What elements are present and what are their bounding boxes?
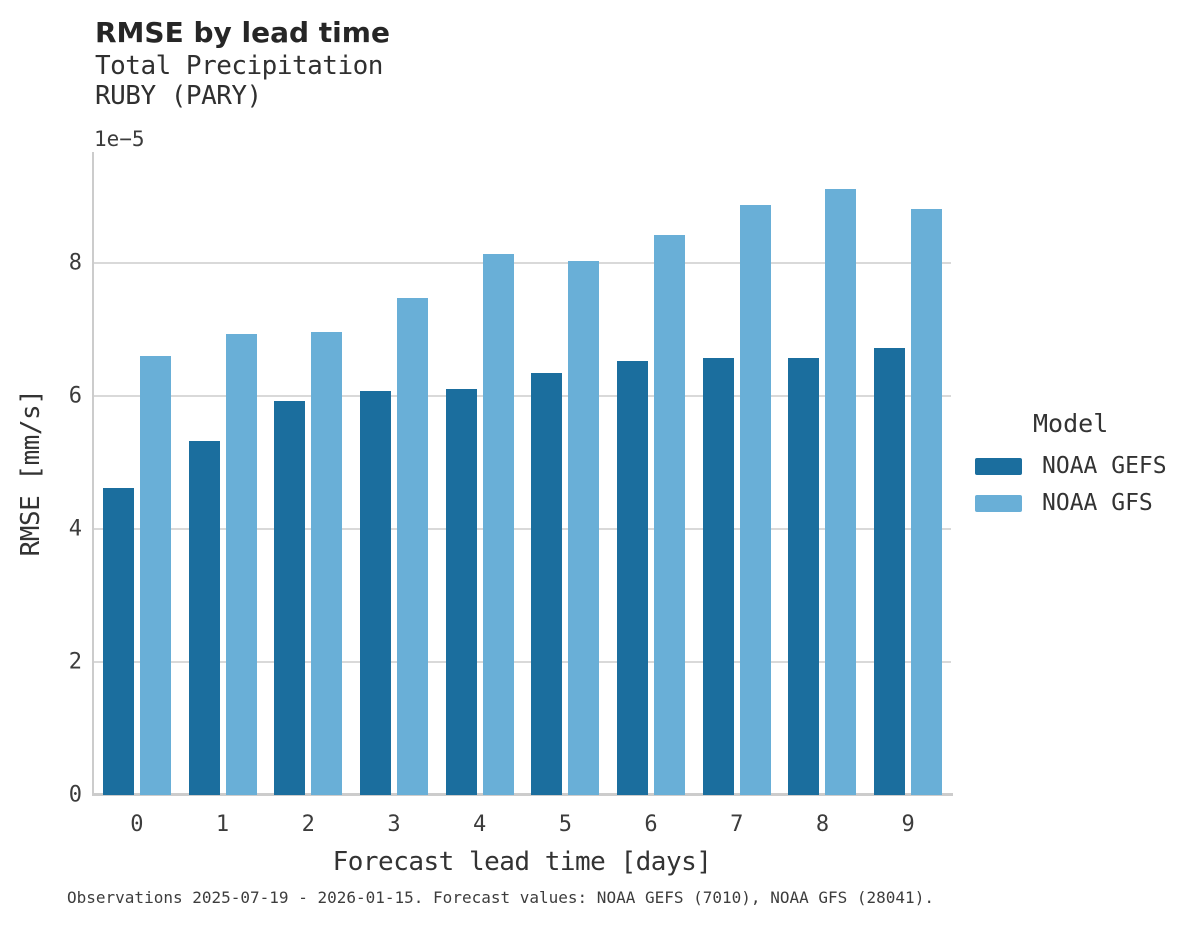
legend-swatch	[975, 457, 1022, 475]
x-tick-label: 2	[301, 812, 315, 837]
x-tick-label: 4	[473, 812, 487, 837]
bar-noaa-gfs-lead-5	[568, 261, 600, 795]
y-tick-label: 2	[68, 649, 82, 675]
x-tick-label: 6	[644, 812, 658, 837]
legend-title: Model	[1033, 409, 1109, 438]
plot-area	[94, 152, 951, 795]
bar-noaa-gefs-lead-8	[788, 358, 820, 795]
y-tick-label: 0	[68, 782, 82, 808]
y-tick-label: 6	[68, 383, 82, 409]
bar-noaa-gfs-lead-6	[654, 235, 686, 795]
bar-noaa-gfs-lead-9	[911, 209, 943, 795]
bar-noaa-gefs-lead-7	[702, 358, 734, 795]
y-tick-label: 8	[68, 250, 82, 276]
gridline-y-4	[94, 528, 951, 531]
bar-noaa-gefs-lead-2	[274, 400, 306, 795]
chart-title: RMSE by lead time	[95, 16, 390, 49]
bar-noaa-gefs-lead-4	[445, 388, 477, 795]
legend-swatch	[975, 494, 1022, 512]
chart-caption: Observations 2025-07-19 - 2026-01-15. Fo…	[67, 888, 934, 907]
gridline-y-6	[94, 395, 951, 398]
x-tick-labels: 0 1 2 3 4 5 6 7 8 9	[94, 812, 951, 842]
x-axis-spine	[92, 793, 953, 796]
bar-noaa-gfs-lead-0	[139, 356, 171, 795]
y-axis-title: RMSE [mm/s]	[16, 389, 46, 557]
bar-noaa-gefs-lead-6	[617, 360, 649, 795]
bar-noaa-gefs-lead-0	[102, 488, 134, 795]
bar-noaa-gefs-lead-1	[188, 440, 220, 795]
legend-entry-noaa-gefs: NOAA GEFS	[975, 453, 1167, 479]
bar-noaa-gfs-lead-4	[482, 254, 514, 795]
bar-noaa-gefs-lead-3	[359, 390, 391, 795]
y-tick-labels: 0 2 4 6 8	[30, 152, 82, 808]
x-tick-label: 9	[901, 812, 915, 837]
x-axis-title: Forecast lead time [days]	[332, 847, 712, 877]
bar-noaa-gefs-lead-9	[874, 348, 906, 795]
bar-noaa-gfs-lead-2	[311, 332, 343, 795]
bar-noaa-gfs-lead-3	[396, 298, 428, 795]
x-tick-label: 0	[130, 812, 144, 837]
x-tick-label: 3	[387, 812, 401, 837]
chart-subtitle-variable: Total Precipitation	[95, 51, 383, 81]
x-tick-label: 8	[815, 812, 830, 837]
chart-subtitle-station: RUBY (PARY)	[95, 81, 262, 111]
legend: Model NOAA GEFS NOAA GFS	[975, 409, 1167, 527]
gridline-y-2	[94, 661, 951, 663]
y-axis-spine	[92, 152, 94, 795]
bar-noaa-gfs-lead-1	[225, 333, 257, 795]
x-tick-label: 5	[558, 812, 572, 837]
bar-noaa-gfs-lead-7	[739, 204, 771, 795]
x-tick-label: 7	[730, 812, 744, 837]
y-axis-offset-label: 1e−5	[94, 127, 145, 151]
gridline-y-8	[94, 262, 951, 265]
bar-noaa-gefs-lead-5	[531, 372, 563, 795]
x-tick-label: 1	[215, 812, 230, 837]
legend-label: NOAA GEFS	[1042, 453, 1167, 479]
legend-label: NOAA GFS	[1042, 490, 1153, 516]
bar-noaa-gfs-lead-8	[825, 189, 857, 795]
y-tick-label: 4	[68, 516, 82, 542]
legend-entry-noaa-gfs: NOAA GFS	[975, 490, 1167, 516]
